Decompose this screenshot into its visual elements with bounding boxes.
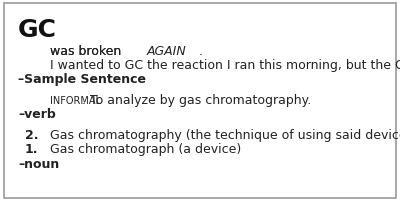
Text: INFORMAL: INFORMAL bbox=[50, 96, 101, 105]
Text: I wanted to GC the reaction I ran this morning, but the GC: I wanted to GC the reaction I ran this m… bbox=[50, 59, 400, 72]
Text: .: . bbox=[198, 45, 202, 58]
Text: GC: GC bbox=[18, 18, 57, 42]
Text: Gas chromatography (the technique of using said device): Gas chromatography (the technique of usi… bbox=[50, 128, 400, 141]
Text: 2.: 2. bbox=[25, 128, 38, 141]
Text: . To analyze by gas chromatography.: . To analyze by gas chromatography. bbox=[82, 94, 312, 106]
Text: –noun: –noun bbox=[18, 157, 59, 170]
Text: was broken: was broken bbox=[50, 45, 125, 58]
Text: 1.: 1. bbox=[25, 142, 38, 155]
Text: –Sample Sentence: –Sample Sentence bbox=[18, 73, 146, 86]
Text: Gas chromatograph (a device): Gas chromatograph (a device) bbox=[50, 142, 241, 155]
Text: AGAIN: AGAIN bbox=[147, 45, 187, 58]
Text: –verb: –verb bbox=[18, 107, 56, 120]
Text: was broken: was broken bbox=[50, 45, 125, 58]
